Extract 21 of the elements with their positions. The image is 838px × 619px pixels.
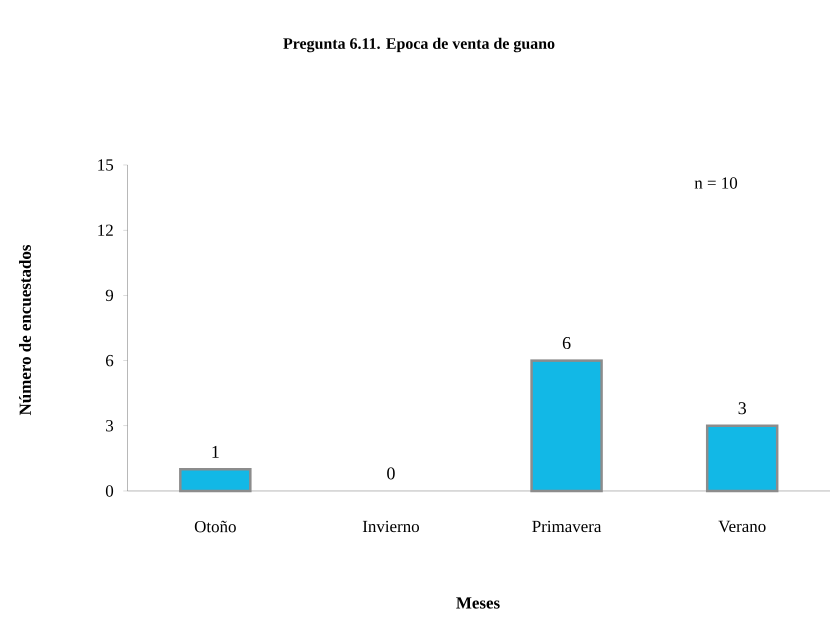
y-tick-label: 3 xyxy=(106,420,114,432)
y-tick-label: 12 xyxy=(98,224,113,236)
x-tick-label: Invierno xyxy=(362,520,419,532)
x-tick-label: Primavera xyxy=(532,520,602,532)
data-label: 0 xyxy=(387,467,395,480)
y-axis-title: Número de encuestados xyxy=(19,244,31,416)
data-label: 3 xyxy=(738,402,746,414)
bar xyxy=(530,359,603,492)
y-tick-label: 9 xyxy=(106,290,114,302)
y-tick-label: 15 xyxy=(98,159,114,171)
x-tick-label: Verano xyxy=(718,520,766,532)
chart-title: Pregunta 6.11. Epoca de venta de guano xyxy=(283,38,554,52)
bar xyxy=(706,424,778,492)
annotation: n = 10 xyxy=(694,177,738,189)
y-tick-label: 0 xyxy=(106,485,114,497)
x-axis-title: Meses xyxy=(456,597,500,609)
bar xyxy=(179,468,252,492)
x-tick-label: Otoño xyxy=(194,520,236,532)
data-label: 1 xyxy=(212,446,219,458)
y-tick-label: 6 xyxy=(106,354,114,366)
data-label: 6 xyxy=(562,337,571,350)
